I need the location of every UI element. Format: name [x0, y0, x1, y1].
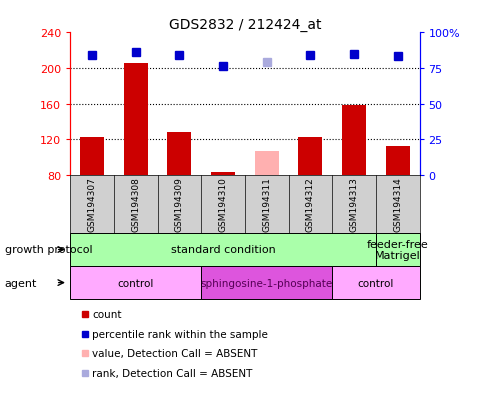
Bar: [385, 147, 409, 176]
Text: GSM194307: GSM194307: [88, 177, 96, 232]
Bar: [254, 152, 278, 176]
Text: control: control: [357, 278, 393, 288]
Text: growth protocol: growth protocol: [5, 245, 92, 255]
Bar: [123, 64, 148, 176]
Text: control: control: [117, 278, 153, 288]
Text: percentile rank within the sample: percentile rank within the sample: [92, 329, 268, 339]
Text: GSM194308: GSM194308: [131, 177, 140, 232]
Text: GSM194311: GSM194311: [262, 177, 271, 232]
Text: GSM194314: GSM194314: [393, 177, 401, 232]
Text: sphingosine-1-phosphate: sphingosine-1-phosphate: [200, 278, 332, 288]
Title: GDS2832 / 212424_at: GDS2832 / 212424_at: [168, 18, 320, 32]
Bar: [70, 266, 201, 299]
Text: GSM194313: GSM194313: [349, 177, 358, 232]
Text: agent: agent: [5, 278, 37, 288]
Bar: [375, 233, 419, 266]
Bar: [70, 233, 375, 266]
Text: value, Detection Call = ABSENT: value, Detection Call = ABSENT: [92, 349, 257, 358]
Bar: [80, 138, 104, 176]
Bar: [341, 106, 365, 176]
Bar: [332, 266, 419, 299]
Bar: [298, 138, 322, 176]
Text: rank, Detection Call = ABSENT: rank, Detection Call = ABSENT: [92, 368, 252, 378]
Bar: [211, 173, 235, 176]
Text: GSM194310: GSM194310: [218, 177, 227, 232]
Text: GSM194309: GSM194309: [175, 177, 183, 232]
Bar: [201, 266, 332, 299]
Text: standard condition: standard condition: [170, 245, 275, 255]
Bar: [167, 133, 191, 176]
Text: count: count: [92, 309, 121, 319]
Text: GSM194312: GSM194312: [305, 177, 314, 232]
Text: feeder-free
Matrigel: feeder-free Matrigel: [366, 239, 428, 261]
